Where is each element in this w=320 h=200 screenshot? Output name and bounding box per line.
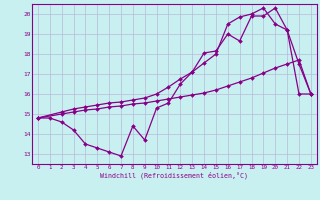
X-axis label: Windchill (Refroidissement éolien,°C): Windchill (Refroidissement éolien,°C): [100, 172, 248, 179]
